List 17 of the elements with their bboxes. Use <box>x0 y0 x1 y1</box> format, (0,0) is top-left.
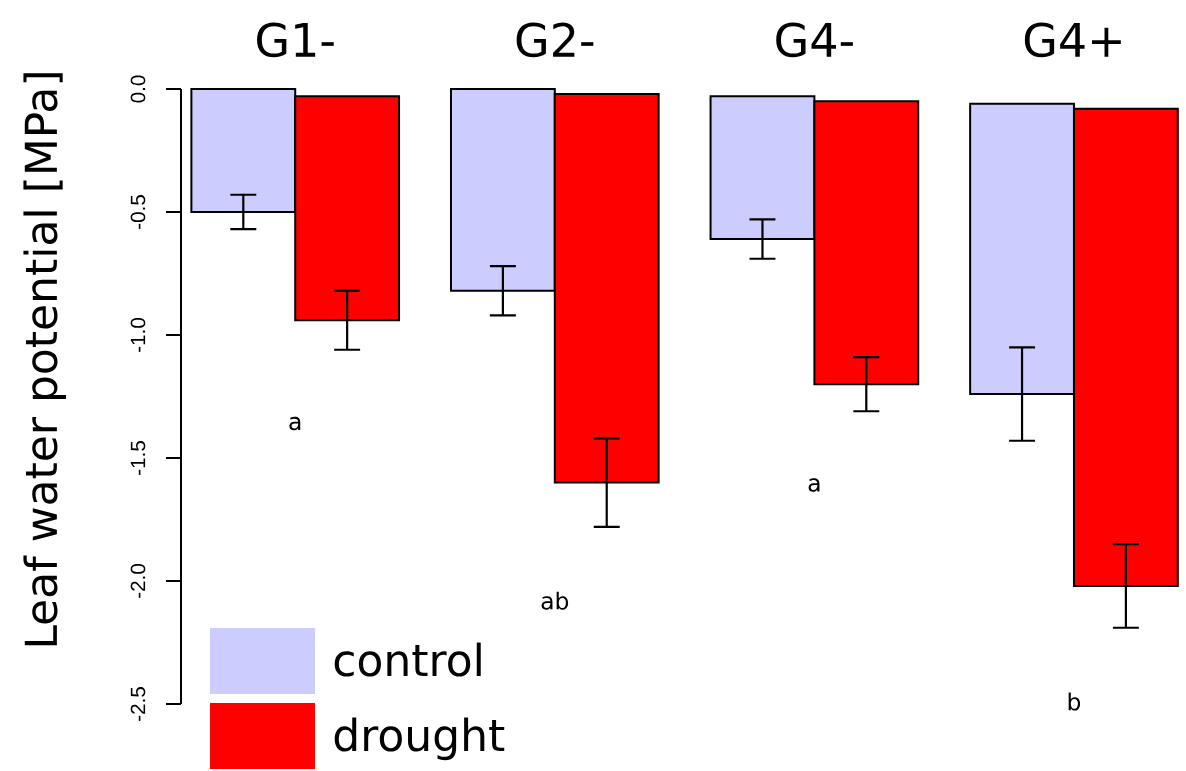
x-tick-label: G1- <box>257 22 334 58</box>
x-tick-label: G4+ <box>1024 22 1121 58</box>
x-tick-label: G2- <box>516 22 594 58</box>
legend-label: control <box>334 642 481 677</box>
y-tick-label: -2.5 <box>130 687 146 721</box>
y-tick-label: -0.5 <box>130 195 146 229</box>
annotation: ab <box>541 591 569 610</box>
y-tick-label: -1.0 <box>130 317 146 352</box>
legend-label: drought <box>334 717 505 761</box>
y-axis-title: Leaf water potential [MPa] <box>23 73 67 646</box>
annotation: a <box>808 478 820 492</box>
y-tick-label: -1.5 <box>130 441 146 475</box>
y-tick-label: -2.0 <box>130 563 146 598</box>
y-tick-label: 0.0 <box>130 75 146 103</box>
annotation: a <box>289 416 301 431</box>
annotation: b <box>1068 692 1081 711</box>
x-tick-label: G4- <box>776 22 853 58</box>
